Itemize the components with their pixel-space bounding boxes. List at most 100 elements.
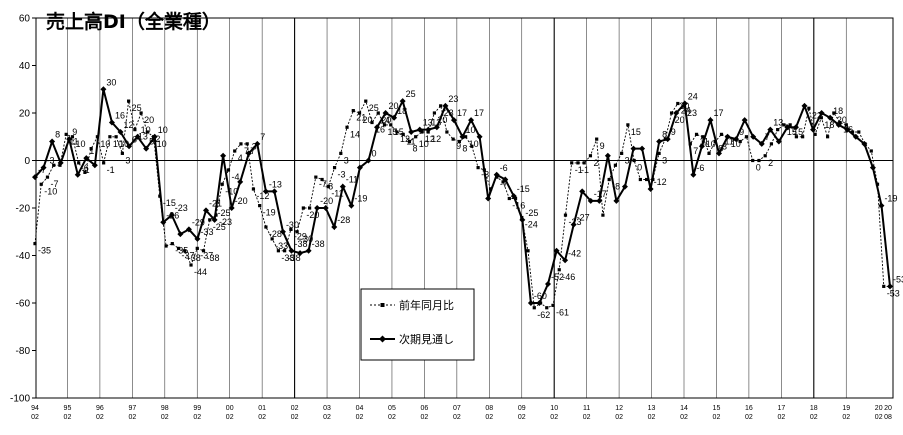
point-outlook	[459, 133, 466, 140]
data-label-outlook: -52	[551, 272, 564, 282]
x-tick-year: 17	[777, 405, 785, 412]
point-outlook	[74, 171, 81, 178]
point-yoy	[445, 130, 449, 134]
point-yoy	[89, 147, 93, 151]
x-tick-month: 02	[453, 414, 461, 421]
data-label-yoy: 20	[144, 115, 154, 125]
point-yoy	[289, 227, 293, 231]
legend: 前年同月比 次期見通し	[360, 288, 475, 361]
data-label-outlook: -6	[81, 163, 89, 173]
x-tick-year: 18	[810, 405, 818, 412]
point-outlook	[775, 138, 782, 145]
point-yoy	[788, 123, 792, 127]
point-yoy	[626, 123, 630, 127]
point-outlook	[57, 159, 64, 166]
data-label-yoy: -62	[537, 310, 550, 320]
x-tick-year: 20	[884, 405, 892, 412]
y-tick-label: -40	[16, 251, 31, 262]
data-label-yoy: -61	[556, 307, 569, 317]
point-outlook	[656, 138, 663, 145]
point-outlook	[185, 226, 192, 233]
x-tick-month: 02	[713, 414, 721, 421]
x-tick-month: 02	[842, 414, 850, 421]
data-label-outlook: -3	[47, 156, 55, 166]
data-label-yoy: 9	[456, 141, 461, 151]
point-outlook	[211, 216, 218, 223]
x-tick-month: 02	[810, 414, 818, 421]
point-outlook	[416, 126, 423, 133]
point-yoy	[326, 185, 330, 189]
point-yoy	[420, 130, 424, 134]
point-outlook	[810, 126, 817, 133]
point-outlook	[365, 157, 372, 164]
point-yoy	[108, 135, 112, 139]
x-tick-year: 01	[258, 405, 266, 412]
point-outlook	[66, 136, 73, 143]
data-label-outlook: -6	[696, 163, 704, 173]
point-yoy	[432, 111, 437, 115]
data-label-yoy: 10	[419, 139, 429, 149]
data-label-yoy: 7	[693, 146, 698, 156]
data-label-yoy: 23	[687, 108, 697, 118]
point-yoy	[364, 99, 368, 103]
data-label-outlook: 9	[72, 127, 77, 137]
point-yoy	[52, 163, 56, 167]
x-axis: 94 02 95 02 96 02 97 02 98 02 99 02 00 02 01 02 02 02 03 02…	[31, 405, 892, 421]
point-outlook	[570, 221, 577, 228]
point-outlook	[801, 102, 808, 109]
point-outlook	[100, 86, 107, 93]
point-outlook	[604, 152, 611, 159]
data-label-outlook: 17	[713, 108, 723, 118]
point-outlook	[391, 114, 398, 121]
point-outlook	[587, 197, 594, 204]
data-label-outlook: -30	[286, 220, 299, 230]
data-label-outlook: 25	[406, 89, 416, 99]
x-tick-month: 02	[64, 414, 72, 421]
point-outlook	[510, 193, 517, 200]
point-outlook	[356, 164, 363, 171]
data-label-yoy: -44	[194, 267, 207, 277]
point-yoy	[389, 123, 393, 127]
y-tick-label: 40	[19, 61, 31, 72]
point-yoy	[239, 142, 243, 146]
x-tick-month: 02	[258, 414, 266, 421]
data-label-outlook: 9	[739, 127, 744, 137]
point-yoy	[120, 151, 124, 155]
data-label-yoy: 10	[100, 139, 110, 149]
point-yoy	[601, 213, 605, 217]
point-yoy	[208, 218, 212, 222]
point-yoy	[844, 123, 848, 127]
data-label-yoy: -1	[581, 165, 589, 175]
point-outlook	[425, 126, 432, 133]
point-yoy	[258, 204, 262, 208]
x-tick-year: 11	[583, 405, 590, 412]
legend-marker-yoy	[380, 303, 385, 307]
data-label-outlook: -29	[192, 217, 205, 227]
data-label-yoy: -28	[269, 229, 282, 239]
point-yoy	[694, 132, 699, 136]
x-tick-year: 08	[485, 405, 493, 412]
legend-box	[360, 288, 475, 361]
data-label-yoy: 10	[75, 139, 85, 149]
point-yoy	[189, 263, 193, 267]
data-label-outlook: -26	[166, 210, 179, 220]
data-label-outlook: -13	[269, 179, 282, 189]
data-label-yoy: -35	[38, 246, 51, 256]
data-label-yoy: -11	[331, 189, 343, 199]
data-label-outlook: 16	[115, 111, 125, 121]
data-label-yoy: 3	[125, 155, 130, 165]
point-yoy	[220, 182, 224, 186]
point-yoy	[501, 180, 505, 184]
point-yoy	[226, 168, 231, 172]
point-yoy	[201, 249, 206, 253]
data-label-yoy: 12	[431, 134, 441, 144]
data-label-yoy: -38	[281, 253, 294, 263]
x-tick-month: 02	[777, 414, 785, 421]
data-label-yoy: -38	[207, 253, 220, 263]
point-outlook	[861, 140, 868, 147]
data-label-outlook: 8	[662, 130, 667, 140]
point-outlook	[596, 197, 603, 204]
point-outlook	[245, 150, 252, 157]
data-label-outlook: 20	[389, 101, 399, 111]
